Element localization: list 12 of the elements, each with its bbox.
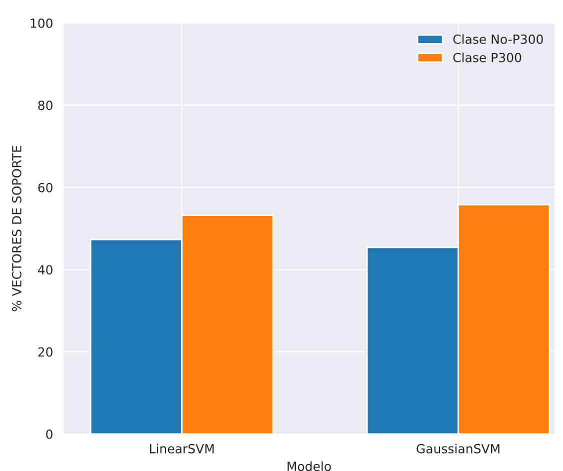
y-tick-label: 80 bbox=[38, 100, 52, 110]
x-tick-label: GaussianSVM bbox=[416, 444, 500, 454]
y-tick-label: 60 bbox=[38, 182, 52, 192]
y-tick-label: 0 bbox=[46, 429, 52, 439]
y-axis-title: % VECTORES DE SOPORTE bbox=[12, 146, 22, 312]
y-tick-label: 40 bbox=[38, 265, 52, 275]
legend-label: Clase P300 bbox=[453, 52, 522, 62]
y-tick-label: 100 bbox=[30, 18, 52, 28]
legend-label: Clase No-P300 bbox=[453, 34, 543, 44]
x-tick-label: LinearSVM bbox=[150, 444, 214, 454]
x-axis-title: Modelo bbox=[288, 461, 331, 471]
y-tick-label: 20 bbox=[38, 347, 52, 357]
